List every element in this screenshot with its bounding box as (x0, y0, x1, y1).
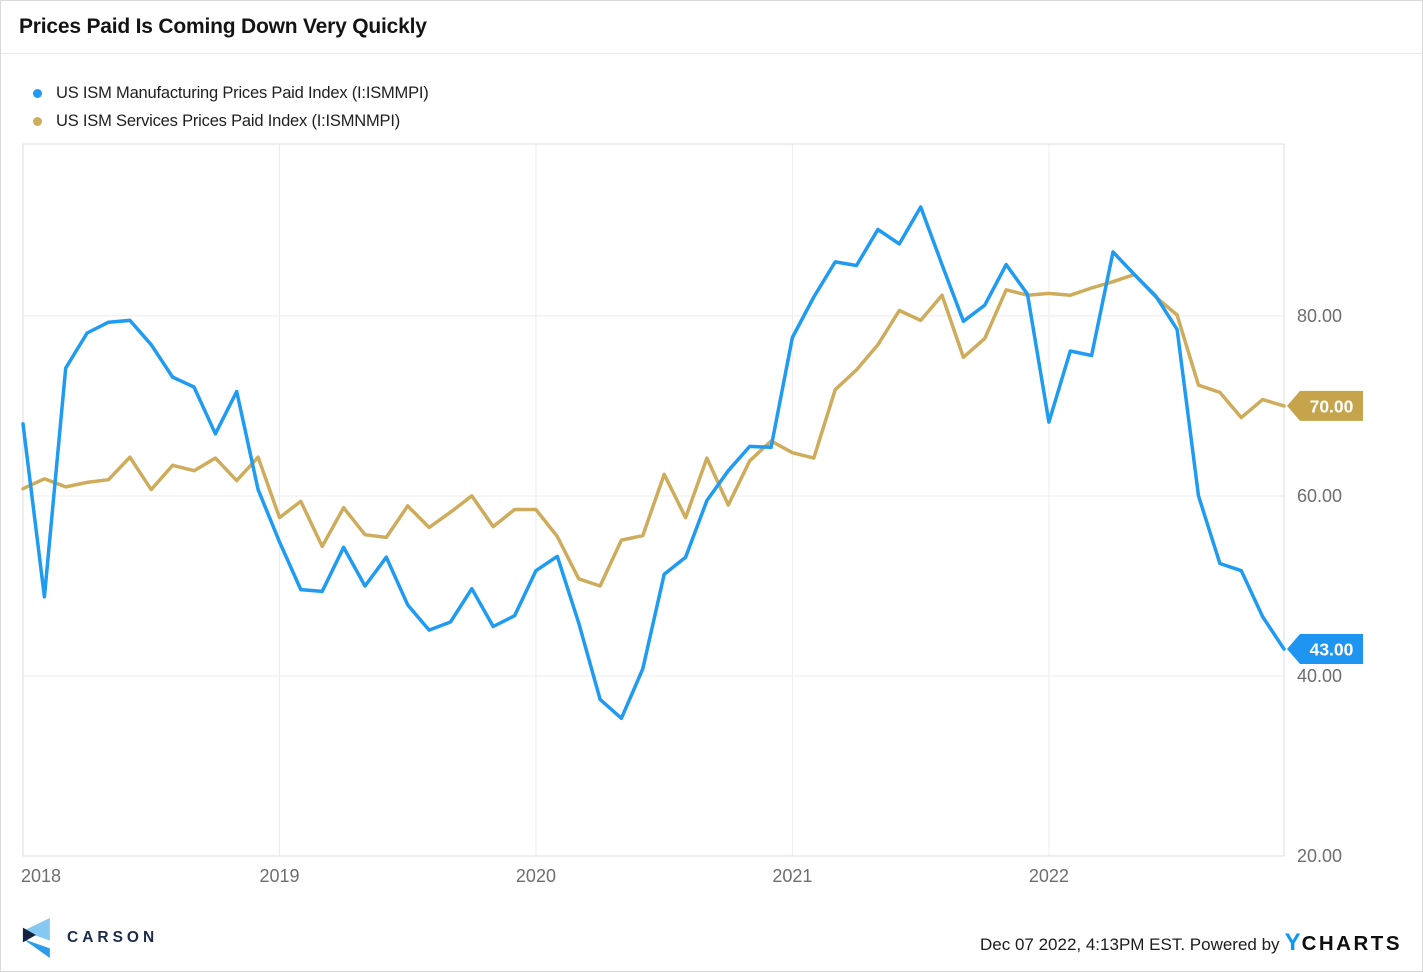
carson-wordmark: CARSON (67, 929, 159, 946)
legend-item-services[interactable]: US ISM Services Prices Paid Index (I:ISM… (33, 107, 429, 135)
manufacturing-value-tag (1287, 633, 1363, 664)
carson-logo-icon (22, 918, 50, 958)
x-tick-label-2020: 2020 (516, 866, 556, 886)
y-tick-label-60: 60.00 (1297, 486, 1342, 506)
page-title: Prices Paid Is Coming Down Very Quickly (19, 15, 427, 38)
manufacturing-value-tag-label: 43.00 (1310, 639, 1354, 659)
y-tick-label-40: 40.00 (1297, 666, 1342, 686)
ycharts-logo-charts: CHARTS (1301, 932, 1402, 955)
timestamp: Dec 07 2022, 4:13PM EST. Powered by (980, 935, 1280, 954)
services-line (21, 272, 1286, 588)
legend-label-services: US ISM Services Prices Paid Index (I:ISM… (56, 111, 401, 130)
legend-dot-manufacturing-icon (33, 88, 42, 98)
x-tick-label-2021: 2021 (772, 866, 812, 886)
x-tick-label-2019: 2019 (259, 866, 299, 886)
attribution: Dec 07 2022, 4:13PM EST. Powered by Y CH… (980, 929, 1402, 957)
x-tick-label-2022: 2022 (1029, 866, 1069, 886)
legend-label-manufacturing: US ISM Manufacturing Prices Paid Index (… (56, 83, 429, 102)
y-tick-label-20: 20.00 (1297, 846, 1342, 866)
title-divider (1, 53, 1422, 54)
manufacturing-line (21, 205, 1286, 721)
carson-brand: CARSON (19, 918, 158, 958)
services-value-tag (1287, 390, 1363, 421)
legend: US ISM Manufacturing Prices Paid Index (… (33, 79, 429, 135)
legend-dot-services-icon (33, 116, 42, 126)
plot-border (22, 143, 1285, 857)
services-value-tag-label: 70.00 (1310, 396, 1354, 416)
y-tick-label-80: 80.00 (1297, 306, 1342, 326)
x-tick-label-2018: 2018 (21, 866, 61, 886)
legend-item-manufacturing[interactable]: US ISM Manufacturing Prices Paid Index (… (33, 79, 429, 107)
prices-paid-line-chart: 80.00 60.00 40.00 20.00 2018 2019 2020 2021 2022… (21, 143, 1363, 886)
ycharts-logo-y: Y (1284, 929, 1302, 956)
